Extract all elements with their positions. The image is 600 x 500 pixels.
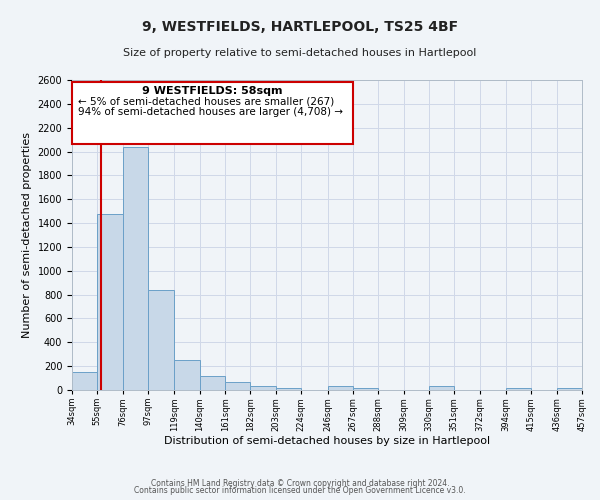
Text: ← 5% of semi-detached houses are smaller (267): ← 5% of semi-detached houses are smaller… [78,96,334,106]
Text: 94% of semi-detached houses are larger (4,708) →: 94% of semi-detached houses are larger (… [78,108,343,118]
Text: Contains HM Land Registry data © Crown copyright and database right 2024.: Contains HM Land Registry data © Crown c… [151,478,449,488]
Bar [225,382,250,390]
Bar [250,386,276,390]
Bar [175,360,200,390]
Bar [506,388,532,390]
X-axis label: Distribution of semi-detached houses by size in Hartlepool: Distribution of semi-detached houses by … [164,436,490,446]
Text: 9 WESTFIELDS: 58sqm: 9 WESTFIELDS: 58sqm [142,86,283,96]
Y-axis label: Number of semi-detached properties: Number of semi-detached properties [22,132,32,338]
Bar [353,388,378,390]
Bar [557,388,582,390]
Text: Contains public sector information licensed under the Open Government Licence v3: Contains public sector information licen… [134,486,466,495]
Bar [72,372,97,390]
Bar [200,376,225,390]
Bar [276,388,301,390]
Text: 9, WESTFIELDS, HARTLEPOOL, TS25 4BF: 9, WESTFIELDS, HARTLEPOOL, TS25 4BF [142,20,458,34]
Bar [429,386,454,390]
Bar [97,214,122,390]
Bar [122,147,148,390]
Bar [148,290,175,390]
FancyBboxPatch shape [72,82,353,144]
Text: Size of property relative to semi-detached houses in Hartlepool: Size of property relative to semi-detach… [124,48,476,58]
Bar [328,386,353,390]
